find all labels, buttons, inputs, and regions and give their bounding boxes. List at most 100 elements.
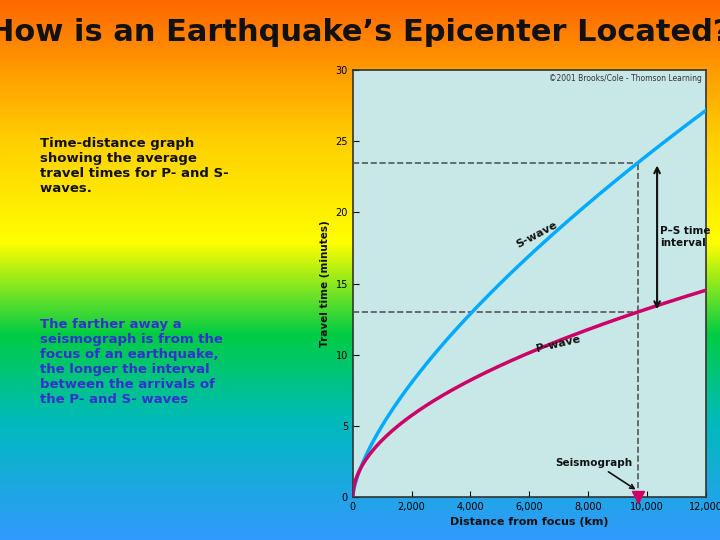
Text: P–S time
interval: P–S time interval	[660, 226, 711, 248]
Bar	[0, 86, 720, 89]
Bar	[0, 332, 720, 335]
Bar	[0, 105, 720, 108]
Bar	[0, 354, 720, 356]
Bar	[0, 327, 720, 329]
Text: Seismograph: Seismograph	[556, 457, 634, 489]
Bar	[0, 230, 720, 232]
Bar	[0, 321, 720, 324]
Bar	[0, 427, 720, 429]
Bar	[0, 397, 720, 400]
Bar	[0, 116, 720, 119]
Bar	[0, 378, 720, 381]
Bar	[0, 24, 720, 27]
Bar	[0, 113, 720, 116]
Bar	[0, 43, 720, 46]
Bar	[0, 148, 720, 151]
Text: P-wave: P-wave	[535, 334, 581, 354]
Bar	[0, 254, 720, 256]
Bar	[0, 184, 720, 186]
Bar	[0, 308, 720, 310]
Bar	[0, 35, 720, 38]
Bar	[0, 173, 720, 176]
Bar	[0, 313, 720, 316]
Bar	[0, 219, 720, 221]
Bar	[0, 22, 720, 24]
Bar	[0, 76, 720, 78]
Bar	[0, 62, 720, 65]
Bar	[0, 481, 720, 483]
Bar	[0, 270, 720, 273]
Text: The farther away a
seismograph is from the
focus of an earthquake,
the longer th: The farther away a seismograph is from t…	[40, 318, 222, 406]
Bar	[0, 413, 720, 416]
Bar	[0, 359, 720, 362]
Bar	[0, 316, 720, 319]
Bar	[0, 265, 720, 267]
Bar	[0, 386, 720, 389]
Bar	[0, 89, 720, 92]
Bar	[0, 437, 720, 440]
Bar	[0, 16, 720, 19]
Bar	[0, 119, 720, 122]
Bar	[0, 324, 720, 327]
Bar	[0, 305, 720, 308]
Bar	[0, 227, 720, 229]
Bar	[0, 224, 720, 227]
Bar	[0, 151, 720, 154]
Bar	[0, 373, 720, 375]
Bar	[0, 167, 720, 170]
Bar	[0, 122, 720, 124]
Bar	[0, 157, 720, 159]
Bar	[0, 486, 720, 489]
Bar	[0, 475, 720, 478]
Bar	[0, 165, 720, 167]
X-axis label: Distance from focus (km): Distance from focus (km)	[450, 517, 608, 527]
Bar	[0, 532, 720, 535]
Bar	[0, 11, 720, 14]
Bar	[0, 348, 720, 351]
Bar	[0, 275, 720, 278]
Bar	[0, 410, 720, 413]
Bar	[0, 138, 720, 140]
Bar	[0, 370, 720, 373]
Bar	[0, 78, 720, 81]
Bar	[0, 340, 720, 343]
Bar	[0, 51, 720, 54]
Bar	[0, 49, 720, 51]
Bar	[0, 200, 720, 202]
Bar	[0, 443, 720, 445]
Bar	[0, 94, 720, 97]
Bar	[0, 335, 720, 338]
Bar	[0, 235, 720, 238]
Bar	[0, 146, 720, 148]
Bar	[0, 243, 720, 246]
Bar	[0, 181, 720, 184]
Bar	[0, 478, 720, 481]
Bar	[0, 178, 720, 181]
Bar	[0, 367, 720, 370]
Bar	[0, 170, 720, 173]
Text: How is an Earthquake’s Epicenter Located?: How is an Earthquake’s Epicenter Located…	[0, 18, 720, 47]
Bar	[0, 232, 720, 235]
Bar	[0, 197, 720, 200]
Bar	[0, 111, 720, 113]
Bar	[0, 435, 720, 437]
Bar	[0, 92, 720, 94]
Bar	[0, 338, 720, 340]
Bar	[0, 108, 720, 111]
Bar	[0, 176, 720, 178]
Bar	[0, 246, 720, 248]
Bar	[0, 510, 720, 513]
Bar	[0, 537, 720, 540]
Bar	[0, 284, 720, 286]
Bar	[0, 319, 720, 321]
Bar	[0, 81, 720, 84]
Bar	[0, 30, 720, 32]
Bar	[0, 451, 720, 454]
Bar	[0, 238, 720, 240]
Bar	[0, 302, 720, 305]
Bar	[0, 408, 720, 410]
Bar	[0, 421, 720, 424]
Bar	[0, 262, 720, 265]
Bar	[0, 364, 720, 367]
Bar	[0, 40, 720, 43]
